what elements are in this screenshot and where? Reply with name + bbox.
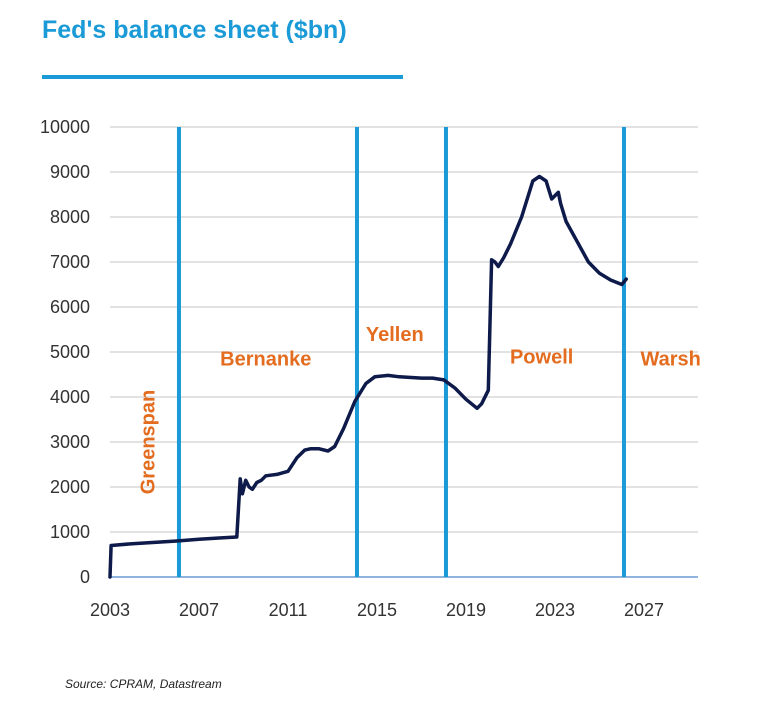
y-tick-label: 10000 [40,117,90,137]
title-underline [42,75,403,79]
y-tick-label: 1000 [50,522,90,542]
y-axis-ticks: 0 1000 2000 3000 4000 5000 6000 7000 8000 9000 100… [40,117,90,587]
y-tick-label: 3000 [50,432,90,452]
series-lines [108,174,628,579]
x-tick-label: 2003 [90,600,130,620]
y-tick-label: 5000 [50,342,90,362]
x-tick-label: 2027 [624,600,664,620]
x-axis-ticks: 2003 2007 2011 2015 2019 2023 2027 [90,600,664,620]
y-tick-label: 0 [80,567,90,587]
y-tick-label: 4000 [50,387,90,407]
y-tick-label: 8000 [50,207,90,227]
era-dividers [176,127,626,577]
balance-sheet-line [108,174,628,579]
x-tick-label: 2007 [179,600,219,620]
era-label-warsh: Warsh [641,349,701,371]
x-tick-label: 2015 [357,600,397,620]
y-tick-label: 2000 [50,477,90,497]
x-tick-label: 2023 [535,600,575,620]
era-label-bernanke: Bernanke [220,349,311,371]
x-tick-label: 2019 [446,600,486,620]
y-tick-label: 9000 [50,162,90,182]
source-note: Source: CPRAM, Datastream [65,677,222,691]
era-label-yellen: Yellen [366,324,424,346]
era-label-greenspan: Greenspan [138,390,160,494]
grid-lines [110,126,698,578]
era-labels: Greenspan Bernanke Yellen Powell Warsh [138,324,701,494]
y-tick-label: 7000 [50,252,90,272]
era-label-powell: Powell [510,346,573,368]
x-tick-label: 2011 [269,600,308,620]
chart-title: Fed's balance sheet ($bn) [42,16,347,44]
y-tick-label: 6000 [50,297,90,317]
